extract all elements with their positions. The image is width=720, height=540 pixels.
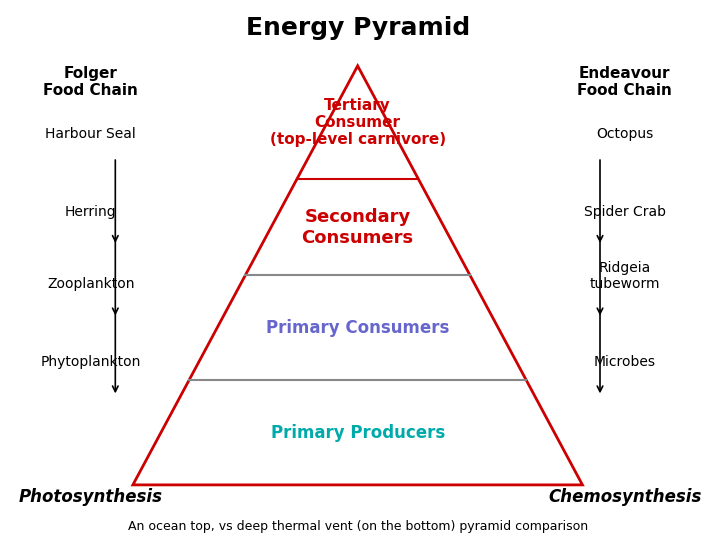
Text: Folger
Food Chain: Folger Food Chain bbox=[43, 66, 138, 98]
Text: Secondary
Consumers: Secondary Consumers bbox=[302, 208, 414, 247]
Text: Tertiary
Consumer
(top-level carnivore): Tertiary Consumer (top-level carnivore) bbox=[269, 98, 446, 147]
Text: Endeavour
Food Chain: Endeavour Food Chain bbox=[577, 66, 672, 98]
Text: Harbour Seal: Harbour Seal bbox=[45, 127, 136, 141]
Text: Octopus: Octopus bbox=[596, 127, 653, 141]
Text: Ridgeia
tubeworm: Ridgeia tubeworm bbox=[590, 261, 660, 292]
Text: Herring: Herring bbox=[65, 205, 117, 219]
Text: Spider Crab: Spider Crab bbox=[584, 205, 665, 219]
Text: Energy Pyramid: Energy Pyramid bbox=[246, 16, 469, 40]
Text: Photosynthesis: Photosynthesis bbox=[19, 488, 163, 507]
Text: Primary Producers: Primary Producers bbox=[271, 423, 445, 442]
Text: An ocean top, vs deep thermal vent (on the bottom) pyramid comparison: An ocean top, vs deep thermal vent (on t… bbox=[127, 520, 588, 533]
Text: Phytoplankton: Phytoplankton bbox=[40, 355, 141, 369]
Text: Zooplankton: Zooplankton bbox=[47, 278, 135, 292]
Text: Chemosynthesis: Chemosynthesis bbox=[548, 488, 701, 507]
Text: Primary Consumers: Primary Consumers bbox=[266, 319, 449, 337]
Text: Microbes: Microbes bbox=[593, 355, 656, 369]
Polygon shape bbox=[133, 66, 582, 485]
